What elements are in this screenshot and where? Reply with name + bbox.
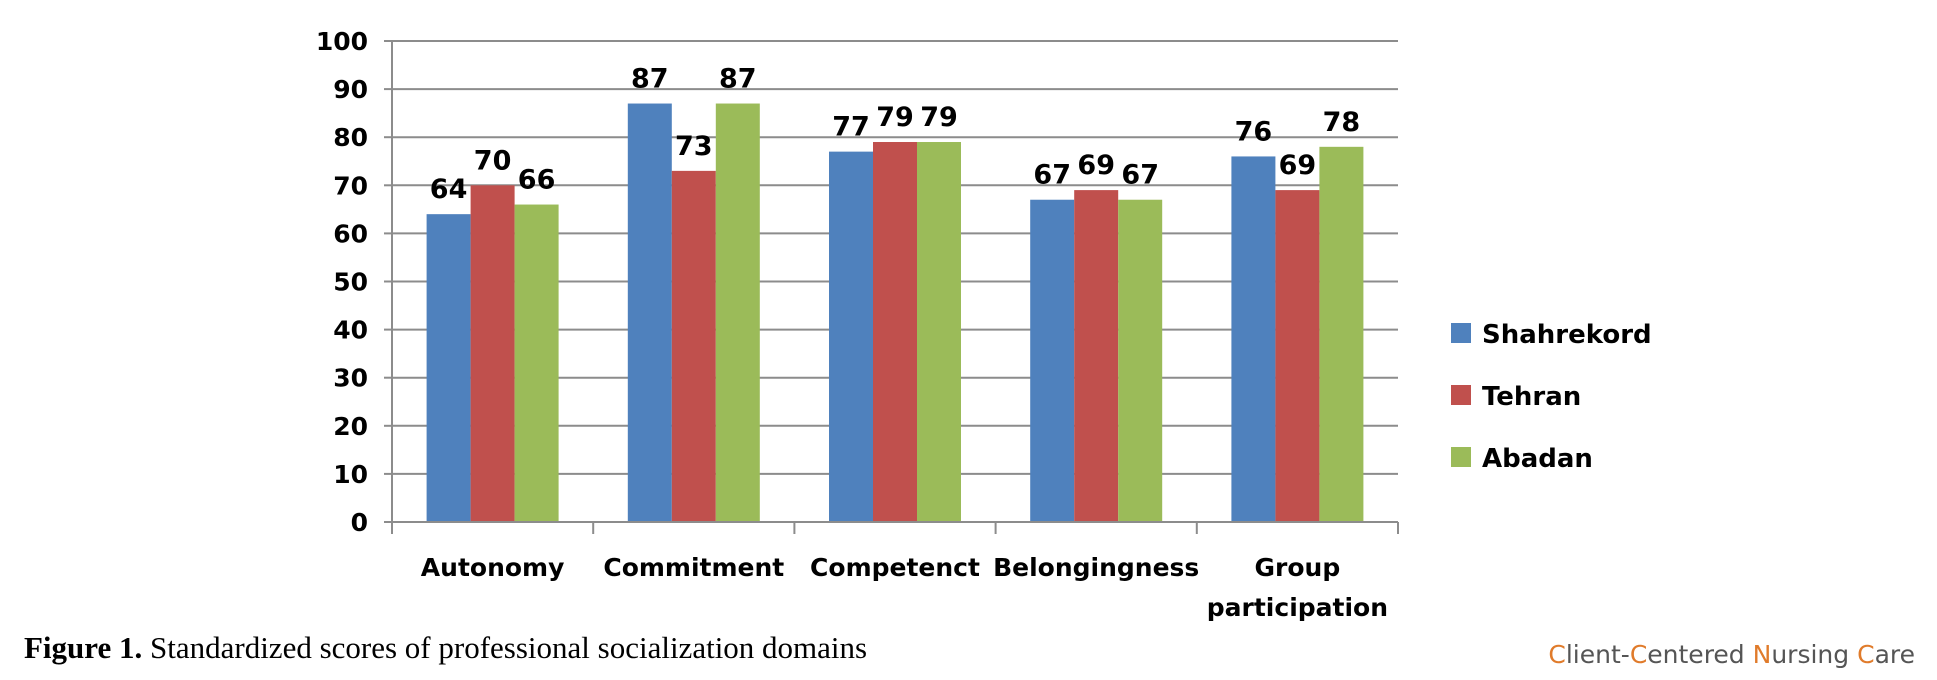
data-label: 87 bbox=[719, 64, 757, 95]
y-tick-label: 40 bbox=[333, 316, 368, 345]
bar-abadan bbox=[1319, 146, 1364, 522]
journal-name-part: are bbox=[1874, 640, 1915, 669]
data-label: 73 bbox=[675, 131, 713, 162]
data-label: 67 bbox=[1121, 160, 1159, 191]
data-label: 70 bbox=[474, 145, 512, 176]
journal-name-part: N bbox=[1752, 640, 1772, 669]
x-tick-label: Group participation bbox=[1207, 553, 1388, 622]
y-tick-label: 100 bbox=[316, 27, 368, 56]
x-axis-category-labels: Autonomy Commitment Competenct Belongingnes… bbox=[421, 553, 1388, 622]
bar-shahrekord bbox=[1231, 156, 1276, 522]
bar-shahrekord bbox=[627, 103, 672, 522]
y-tick-label: 70 bbox=[333, 171, 368, 200]
bar-tehran bbox=[873, 142, 917, 522]
figure-caption: Figure 1. Standardized scores of profess… bbox=[24, 630, 867, 666]
caption-text: Standardized scores of professional soci… bbox=[142, 630, 868, 665]
y-tick-label: 0 bbox=[351, 508, 368, 537]
data-label: 64 bbox=[430, 174, 468, 205]
legend-swatch-shahrekord bbox=[1451, 323, 1471, 343]
journal-name-part: ursing bbox=[1771, 640, 1858, 669]
y-tick-label: 30 bbox=[333, 364, 368, 393]
x-tick-label-line: participation bbox=[1207, 593, 1388, 622]
x-tick-label-line: Group bbox=[1255, 553, 1341, 582]
x-tick-label: Belongingness bbox=[993, 553, 1199, 582]
data-label: 79 bbox=[920, 102, 958, 133]
legend-label-tehran: Tehran bbox=[1482, 382, 1581, 412]
journal-name: Client-Centered Nursing Care bbox=[1548, 640, 1915, 669]
caption-lead: Figure 1. bbox=[24, 630, 143, 665]
bar-tehran bbox=[1074, 190, 1119, 523]
bar-tehran bbox=[671, 170, 716, 522]
bar-tehran bbox=[470, 185, 515, 523]
data-label: 76 bbox=[1235, 116, 1273, 147]
bar-abadan bbox=[1118, 199, 1163, 523]
data-label: 67 bbox=[1033, 160, 1071, 191]
journal-name-part: C bbox=[1857, 640, 1875, 669]
x-tick-label: Competenct bbox=[810, 553, 980, 582]
legend-label-abadan: Abadan bbox=[1482, 444, 1593, 474]
y-tick-label: 20 bbox=[333, 412, 368, 441]
data-label: 79 bbox=[876, 102, 914, 133]
bar-shahrekord bbox=[1030, 199, 1075, 523]
y-axis-tick-labels: 0 10 20 30 40 50 60 70 80 90 100 bbox=[316, 27, 368, 537]
y-tick-label: 10 bbox=[333, 460, 368, 489]
bar-tehran bbox=[1275, 190, 1320, 523]
data-label: 69 bbox=[1279, 150, 1317, 181]
x-tick-label: Autonomy bbox=[421, 553, 565, 582]
journal-name-part: C bbox=[1629, 640, 1648, 669]
legend-label-shahrekord: Shahrekord bbox=[1482, 320, 1652, 350]
y-tick-label: 90 bbox=[333, 75, 368, 104]
journal-name-part: lient- bbox=[1565, 640, 1630, 669]
bar-abadan bbox=[514, 204, 559, 523]
y-tick-label: 80 bbox=[333, 123, 368, 152]
legend: Shahrekord Tehran Abadan bbox=[1451, 320, 1652, 474]
data-label: 66 bbox=[518, 165, 556, 196]
bar-abadan bbox=[917, 142, 961, 522]
data-label: 87 bbox=[631, 64, 669, 95]
x-tick-label: Commitment bbox=[603, 553, 784, 582]
data-label: 69 bbox=[1077, 150, 1115, 181]
bars bbox=[426, 103, 1364, 523]
data-label: 77 bbox=[832, 112, 870, 143]
y-tick-label: 60 bbox=[333, 219, 368, 248]
axes bbox=[391, 41, 1399, 534]
data-label: 78 bbox=[1323, 107, 1361, 138]
legend-swatch-abadan bbox=[1451, 447, 1471, 467]
legend-swatch-tehran bbox=[1451, 385, 1471, 405]
bar-abadan bbox=[715, 103, 760, 522]
journal-name-part: entered bbox=[1647, 640, 1753, 669]
bar-shahrekord bbox=[426, 214, 471, 522]
journal-name-part: C bbox=[1548, 640, 1566, 669]
bar-shahrekord bbox=[829, 151, 873, 522]
y-tick-label: 50 bbox=[333, 268, 368, 297]
